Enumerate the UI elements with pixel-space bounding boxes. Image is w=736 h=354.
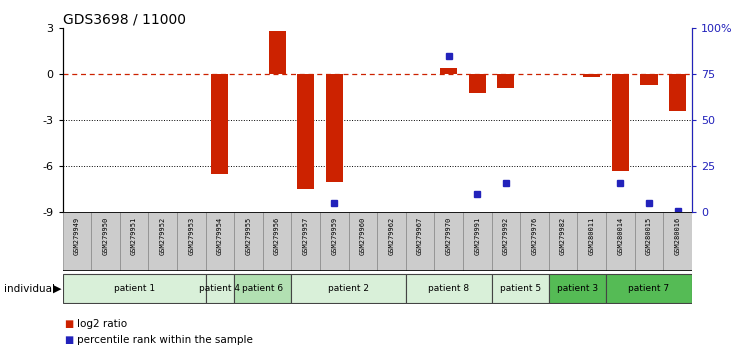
- Bar: [91, 212, 120, 271]
- Bar: [406, 274, 492, 303]
- Bar: [291, 274, 406, 303]
- Text: GSM279956: GSM279956: [274, 217, 280, 255]
- Bar: [492, 274, 549, 303]
- Text: patient 4: patient 4: [199, 284, 241, 293]
- Text: GSM279970: GSM279970: [446, 217, 452, 255]
- Text: patient 1: patient 1: [113, 284, 155, 293]
- Bar: [606, 274, 692, 303]
- Text: GSM279952: GSM279952: [160, 217, 166, 255]
- Text: patient 3: patient 3: [557, 284, 598, 293]
- Bar: [492, 212, 520, 271]
- Text: GSM279955: GSM279955: [246, 217, 252, 255]
- Bar: [377, 212, 406, 271]
- Text: GSM279954: GSM279954: [217, 217, 223, 255]
- Bar: [549, 212, 578, 271]
- Bar: [269, 32, 286, 74]
- Bar: [211, 74, 228, 174]
- Text: GSM279951: GSM279951: [131, 217, 137, 255]
- Bar: [177, 212, 205, 271]
- Text: percentile rank within the sample: percentile rank within the sample: [77, 335, 253, 345]
- Bar: [297, 74, 314, 189]
- Text: GSM279960: GSM279960: [360, 217, 366, 255]
- Bar: [612, 74, 629, 171]
- Bar: [669, 74, 686, 111]
- Bar: [63, 274, 205, 303]
- Bar: [63, 212, 91, 271]
- Text: ■: ■: [64, 335, 74, 345]
- Text: patient 7: patient 7: [629, 284, 670, 293]
- Text: GSM279957: GSM279957: [302, 217, 308, 255]
- Bar: [463, 212, 492, 271]
- Text: patient 6: patient 6: [242, 284, 283, 293]
- Bar: [583, 74, 601, 77]
- Bar: [663, 212, 692, 271]
- Bar: [120, 212, 149, 271]
- Text: GSM280015: GSM280015: [646, 217, 652, 255]
- Text: GSM280011: GSM280011: [589, 217, 595, 255]
- Text: log2 ratio: log2 ratio: [77, 319, 127, 329]
- Bar: [469, 74, 486, 93]
- Text: GDS3698 / 11000: GDS3698 / 11000: [63, 12, 185, 27]
- Bar: [498, 74, 514, 88]
- Text: GSM279950: GSM279950: [102, 217, 108, 255]
- Bar: [234, 212, 263, 271]
- Text: GSM279976: GSM279976: [531, 217, 537, 255]
- Text: patient 5: patient 5: [500, 284, 541, 293]
- Bar: [434, 212, 463, 271]
- Text: GSM279953: GSM279953: [188, 217, 194, 255]
- Text: GSM280016: GSM280016: [674, 217, 681, 255]
- Bar: [440, 68, 457, 74]
- Text: GSM279992: GSM279992: [503, 217, 509, 255]
- Bar: [326, 74, 343, 182]
- Bar: [640, 74, 657, 85]
- Bar: [520, 212, 549, 271]
- Text: GSM279962: GSM279962: [389, 217, 394, 255]
- Text: patient 2: patient 2: [328, 284, 369, 293]
- Bar: [263, 212, 291, 271]
- Bar: [406, 212, 434, 271]
- Text: individual: individual: [4, 284, 54, 293]
- Text: GSM279949: GSM279949: [74, 217, 80, 255]
- Text: GSM279982: GSM279982: [560, 217, 566, 255]
- Bar: [291, 212, 320, 271]
- Text: GSM280014: GSM280014: [618, 217, 623, 255]
- Bar: [578, 212, 606, 271]
- Bar: [349, 212, 377, 271]
- Bar: [320, 212, 349, 271]
- Text: GSM279967: GSM279967: [417, 217, 423, 255]
- Text: GSM279959: GSM279959: [331, 217, 337, 255]
- Bar: [149, 212, 177, 271]
- Text: patient 8: patient 8: [428, 284, 470, 293]
- Bar: [549, 274, 606, 303]
- Text: ■: ■: [64, 319, 74, 329]
- Bar: [606, 212, 634, 271]
- Text: GSM279991: GSM279991: [474, 217, 481, 255]
- Text: ▶: ▶: [53, 284, 62, 293]
- Bar: [205, 212, 234, 271]
- Bar: [234, 274, 291, 303]
- Bar: [634, 212, 663, 271]
- Bar: [205, 274, 234, 303]
